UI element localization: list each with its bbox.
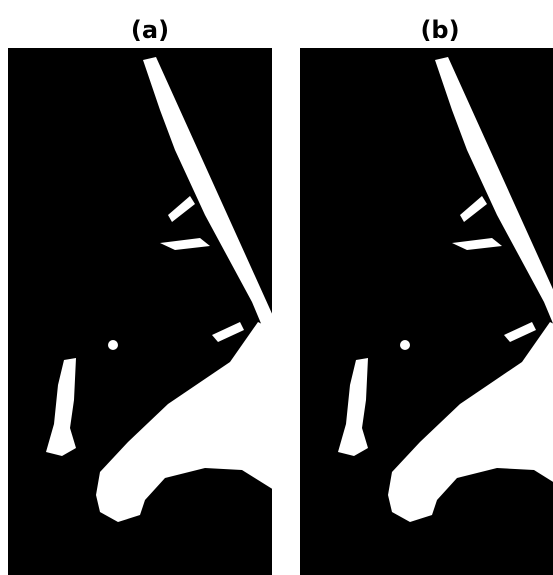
figure: (a) (b) [0,0,553,575]
panel-image [8,48,274,575]
panel-label: (b) [420,16,459,44]
panel-image [300,48,553,575]
panel-label: (a) [131,16,169,44]
